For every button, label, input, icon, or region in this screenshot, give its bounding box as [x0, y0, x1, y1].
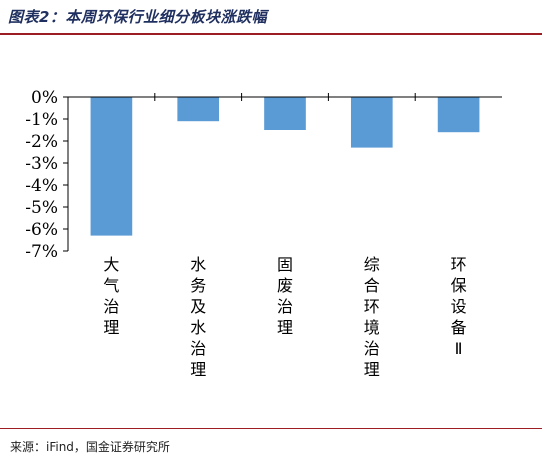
- source-divider: [0, 428, 542, 429]
- y-tick-label: 0%: [31, 88, 58, 108]
- y-axis: 0%-1%-2%-3%-4%-5%-6%-7%: [25, 88, 69, 262]
- bar: [350, 97, 393, 148]
- y-tick-label: -2%: [25, 132, 58, 152]
- x-tick-label: 水务及水治理: [190, 255, 206, 379]
- y-tick-label: -1%: [25, 110, 58, 130]
- y-tick-label: -4%: [25, 176, 58, 196]
- y-tick-label: -5%: [25, 198, 58, 218]
- title-divider: [0, 33, 542, 35]
- y-tick-label: -6%: [25, 220, 58, 240]
- source-note: 来源：iFind，国金证券研究所: [10, 440, 170, 454]
- bar: [264, 97, 306, 130]
- y-tick-label: -7%: [25, 242, 58, 262]
- x-tick-label: 综合环境治理: [364, 255, 380, 379]
- x-tick-label: 环保设备 Ⅱ: [451, 255, 467, 358]
- figure-title: 图表2：本周环保行业细分板块涨跌幅: [8, 8, 267, 26]
- bars: [90, 97, 480, 236]
- x-axis: [68, 93, 502, 101]
- bar: [437, 97, 480, 133]
- y-tick-label: -3%: [25, 154, 58, 174]
- category-labels: 大气治理 水务及水治理 固废治理 综合环境治理 环保设备 Ⅱ: [103, 255, 466, 379]
- bar: [90, 97, 133, 236]
- bar: [177, 97, 220, 122]
- x-tick-label: 固废治理: [277, 255, 293, 337]
- x-tick-label: 大气治理: [103, 255, 119, 337]
- bar-chart: 0%-1%-2%-3%-4%-5%-6%-7% 大气治理 水务及水治理 固废治理 综合…: [25, 88, 502, 379]
